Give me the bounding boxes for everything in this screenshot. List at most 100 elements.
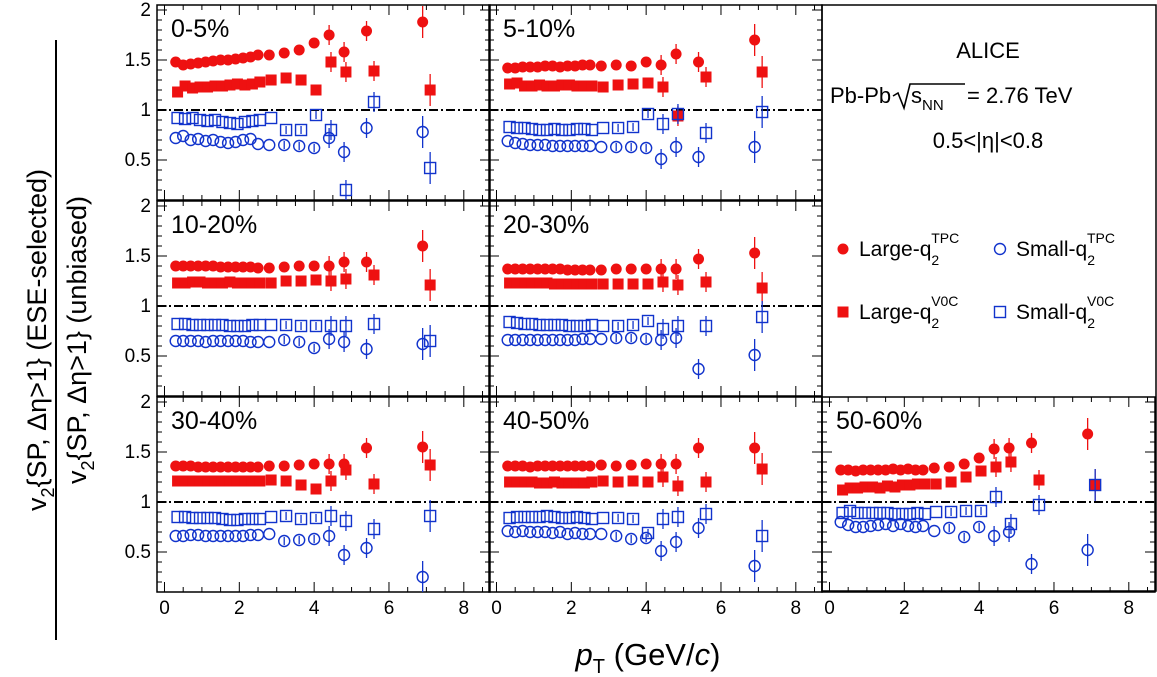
marker-small-v0c [1032, 498, 1046, 512]
marker-small-v0c [548, 122, 561, 136]
marker-large-tpc [610, 460, 622, 472]
marker-small-tpc [307, 532, 321, 546]
marker-small-tpc [576, 139, 589, 153]
marker-small-tpc [229, 334, 242, 348]
marker-large-v0c [504, 78, 516, 90]
marker-small-v0c [563, 511, 576, 525]
marker-small-tpc [568, 526, 582, 540]
panel-data [169, 431, 437, 592]
marker-large-v0c [642, 278, 654, 290]
marker-small-v0c [974, 504, 988, 518]
marker-small-tpc [337, 548, 351, 562]
marker-small-v0c [238, 115, 252, 129]
x-tick-label: 6 [384, 598, 395, 619]
marker-small-tpc [206, 529, 220, 543]
y-tick-label: 1.5 [125, 50, 151, 71]
marker-small-tpc [849, 520, 862, 534]
marker-large-v0c [504, 277, 516, 289]
panel-frame [156, 200, 491, 397]
marker-large-v0c [209, 277, 221, 289]
marker-small-tpc [176, 529, 190, 543]
marker-small-tpc [943, 521, 956, 535]
marker-large-tpc [417, 16, 429, 28]
marker-small-tpc [337, 145, 351, 159]
marker-large-tpc [417, 240, 429, 252]
marker-large-v0c [224, 475, 236, 487]
marker-small-v0c [548, 510, 561, 524]
y-tick-label: 0.5 [125, 346, 151, 367]
marker-large-v0c [556, 278, 568, 290]
marker-large-v0c [548, 278, 560, 290]
marker-small-tpc [236, 334, 250, 348]
marker-large-v0c [837, 484, 849, 496]
marker-small-tpc [263, 138, 276, 152]
marker-large-v0c [511, 476, 523, 488]
marker-small-tpc [244, 528, 257, 542]
marker-small-v0c [309, 319, 323, 333]
marker-small-v0c [611, 319, 625, 333]
marker-small-tpc [568, 333, 582, 347]
y-title-denominator: v2{SP, Δη>1} (unbiased) [62, 196, 98, 484]
marker-large-v0c [911, 478, 923, 490]
legend-label: Large-q2V0C [859, 293, 958, 331]
marker-small-tpc [595, 140, 608, 154]
marker-small-v0c [903, 507, 917, 521]
marker-small-v0c [518, 317, 531, 331]
marker-large-v0c [368, 478, 380, 490]
marker-small-v0c [216, 115, 229, 129]
marker-small-tpc [199, 134, 212, 148]
marker-large-v0c [265, 277, 277, 289]
marker-small-v0c [339, 183, 353, 197]
marker-small-tpc [692, 521, 705, 535]
legend-label: Small-q2V0C [1016, 293, 1114, 331]
marker-small-tpc [864, 519, 877, 533]
marker-small-v0c [231, 513, 244, 527]
marker-small-v0c [755, 105, 769, 119]
marker-small-tpc [169, 131, 182, 145]
marker-small-tpc [886, 519, 900, 533]
marker-small-v0c [929, 505, 943, 519]
marker-small-tpc [322, 131, 336, 145]
marker-large-v0c [280, 275, 292, 287]
marker-small-v0c [851, 506, 864, 520]
marker-large-v0c [295, 275, 307, 287]
marker-large-v0c [657, 81, 669, 93]
marker-small-v0c [1004, 517, 1018, 531]
marker-large-v0c [179, 475, 191, 487]
panel-data [501, 432, 769, 582]
marker-large-v0c [571, 278, 583, 290]
marker-small-tpc [206, 334, 220, 348]
marker-large-tpc [958, 458, 970, 470]
x-tick-label: 2 [566, 598, 577, 619]
marker-large-v0c [172, 475, 184, 487]
marker-large-v0c [700, 71, 712, 83]
marker-small-tpc [278, 333, 291, 347]
marker-large-v0c [627, 475, 639, 487]
marker-large-v0c [325, 275, 337, 287]
marker-small-tpc [229, 529, 242, 543]
marker-small-v0c [699, 126, 713, 140]
marker-large-v0c [265, 74, 277, 86]
panel-0-5%: 0.5 1 1.5 2 0-5% [125, 0, 491, 201]
marker-large-v0c [904, 479, 916, 491]
marker-large-v0c [874, 482, 886, 494]
marker-large-tpc [610, 263, 622, 275]
panels-group: 0.5 1 1.5 2 0-5% 5-10% 0.5 1 1.5 2 10-20% 20-30% 0.5… [125, 0, 1156, 619]
marker-large-v0c [246, 277, 258, 289]
marker-small-tpc [229, 135, 242, 149]
marker-large-tpc [1082, 428, 1094, 440]
marker-large-tpc [584, 264, 596, 276]
marker-large-tpc [323, 260, 335, 272]
marker-large-v0c [424, 279, 436, 291]
marker-large-v0c [246, 475, 258, 487]
marker-small-v0c [171, 317, 184, 331]
marker-large-tpc [361, 442, 373, 454]
marker-small-v0c [324, 509, 338, 523]
marker-small-tpc [221, 529, 235, 543]
marker-large-v0c [187, 82, 199, 94]
energy-value: = 2.76 TeV [967, 83, 1073, 108]
marker-small-v0c [264, 510, 278, 524]
marker-small-v0c [201, 318, 214, 332]
marker-small-v0c [578, 122, 591, 136]
marker-small-tpc [639, 332, 653, 346]
